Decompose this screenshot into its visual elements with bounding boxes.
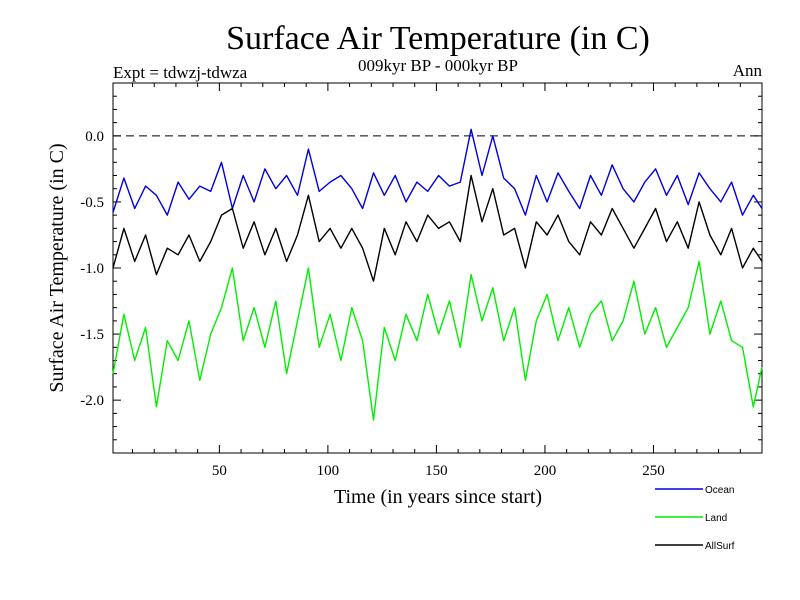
legend-item-ocean: Ocean [655,485,734,496]
chart-subtitle-left: Expt = tdwzj-tdwza [113,63,248,82]
y-tick-label: 0.0 [85,129,104,145]
plot-frame [112,82,763,454]
y-tick-label: -2.0 [80,393,104,409]
x-tick-labels: 50 100 150 200 250 [212,463,665,479]
y-axis-label: Surface Air Temperature (in C) [46,143,68,392]
x-axis-label: Time (in years since start) [334,486,542,508]
legend-label: Land [705,513,727,524]
y-tick-label: -1.0 [80,261,104,277]
legend-item-allsurf: AllSurf [655,541,735,552]
series-line-land [112,260,763,421]
axis-ticks [113,83,762,453]
chart-title: Surface Air Temperature (in C) [226,20,650,57]
chart-subtitle-right: Ann [733,61,763,80]
x-tick-label: 100 [317,463,340,479]
series-lines [112,128,763,421]
legend: Ocean Land AllSurf [655,485,735,552]
y-tick-label: -0.5 [80,195,104,211]
legend-item-land: Land [655,513,727,524]
y-tick-labels: 0.0 -0.5 -1.0 -1.5 -2.0 [80,129,104,409]
plot-area [112,82,763,454]
x-tick-label: 150 [425,463,448,479]
chart-subtitle-center: 009kyr BP - 000kyr BP [358,56,518,75]
series-line-allsurf [112,174,763,282]
x-tick-label: 250 [642,463,665,479]
series-line-ocean [112,128,763,216]
x-tick-label: 50 [212,463,227,479]
y-tick-label: -1.5 [80,327,104,343]
x-tick-label: 200 [534,463,557,479]
legend-label: Ocean [705,485,734,496]
legend-label: AllSurf [705,541,735,552]
